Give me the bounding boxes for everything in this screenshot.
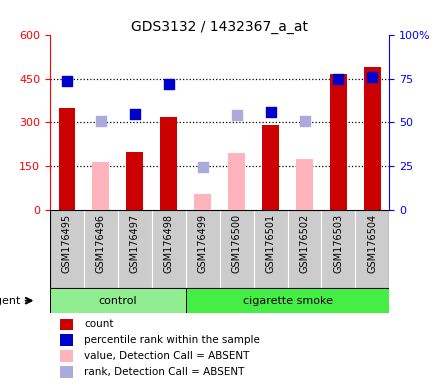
Text: GSM176500: GSM176500 <box>231 214 241 273</box>
Point <box>63 78 70 84</box>
Bar <box>60 334 73 346</box>
Text: agent: agent <box>0 296 21 306</box>
Text: GSM176497: GSM176497 <box>130 214 139 273</box>
Text: GSM176499: GSM176499 <box>197 214 207 273</box>
Point <box>334 75 341 81</box>
Text: rank, Detection Call = ABSENT: rank, Detection Call = ABSENT <box>84 367 244 377</box>
Bar <box>60 350 73 362</box>
Bar <box>126 152 143 210</box>
Text: GSM176498: GSM176498 <box>164 214 173 273</box>
Text: GSM176495: GSM176495 <box>62 214 72 273</box>
Point <box>131 111 138 117</box>
Bar <box>160 117 177 210</box>
Text: count: count <box>84 319 113 329</box>
Point <box>233 112 240 118</box>
Text: GSM176503: GSM176503 <box>333 214 342 273</box>
Text: GSM176501: GSM176501 <box>265 214 275 273</box>
Bar <box>60 319 73 330</box>
Point <box>368 74 375 80</box>
Text: value, Detection Call = ABSENT: value, Detection Call = ABSENT <box>84 351 249 361</box>
Point <box>199 164 206 170</box>
Point <box>300 118 307 124</box>
Bar <box>329 74 346 210</box>
Point <box>97 118 104 124</box>
Text: GSM176496: GSM176496 <box>96 214 105 273</box>
Point <box>266 109 273 115</box>
Bar <box>58 108 76 210</box>
FancyBboxPatch shape <box>185 288 388 313</box>
Text: GSM176504: GSM176504 <box>367 214 376 273</box>
Point <box>165 81 172 88</box>
Text: cigarette smoke: cigarette smoke <box>242 296 332 306</box>
Bar <box>92 162 109 210</box>
FancyBboxPatch shape <box>50 288 185 313</box>
Text: GSM176502: GSM176502 <box>299 214 309 273</box>
Title: GDS3132 / 1432367_a_at: GDS3132 / 1432367_a_at <box>131 20 307 33</box>
Text: percentile rank within the sample: percentile rank within the sample <box>84 335 259 345</box>
Bar <box>296 159 312 210</box>
Bar <box>194 194 211 210</box>
Bar <box>363 67 380 210</box>
Bar <box>60 366 73 377</box>
Bar <box>261 125 279 210</box>
Bar <box>228 153 245 210</box>
Text: control: control <box>99 296 137 306</box>
